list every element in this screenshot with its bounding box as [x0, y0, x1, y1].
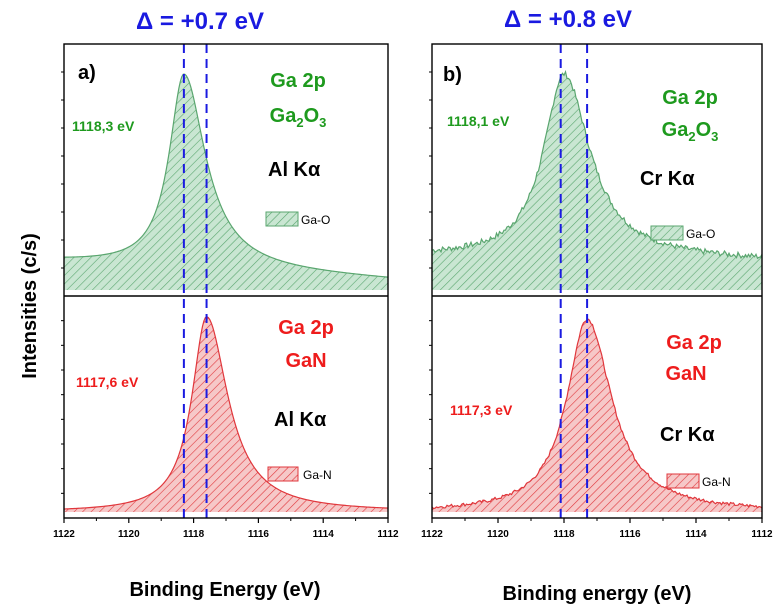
panel-a-top-source: Al Kα: [268, 159, 321, 181]
x-tick-label: 1122: [53, 529, 75, 540]
panel-b-bottom-line1: Ga 2p: [666, 332, 722, 354]
panel-b-ga-n-line: [431, 318, 763, 510]
x-tick-label: 1114: [313, 529, 335, 540]
panel-b-bottom-legend-swatch: [666, 473, 700, 489]
panel-a: Δ = +0.7 eV 1122 1120 1118 1116 1114 1112 a) …: [53, 8, 399, 601]
panel-a-bottom-legend-swatch: [267, 466, 299, 482]
panel-b-ga-o-line: [431, 69, 763, 260]
panel-b-bottom-source: Cr Kα: [660, 424, 715, 446]
panel-b-top-source: Cr Kα: [640, 168, 695, 190]
panel-a-ticks: 1122 1120 1118 1116 1114 1112: [53, 71, 399, 540]
panel-a-top-legend-swatch: [265, 211, 299, 227]
panel-a-ga-n-area: [64, 316, 388, 512]
panel-b-top-line1: Ga 2p: [662, 87, 718, 109]
x-tick-label: 1120: [487, 529, 509, 540]
panel-b-series-layer: [431, 69, 763, 512]
panel-a-top-legend: Ga-O: [301, 213, 330, 227]
x-tick-label: 1114: [685, 529, 707, 540]
panel-a-top-line2: Ga2O3: [270, 105, 327, 130]
panel-a-top-peak-label: 1118,3 eV: [72, 118, 135, 134]
panel-a-dashes: [182, 44, 208, 518]
panel-a-label: a): [78, 62, 96, 84]
panel-b-top-legend-swatch: [650, 225, 684, 241]
panel-a-delta: Δ = +0.7 eV: [136, 8, 264, 35]
x-tick-label: 1112: [377, 529, 399, 540]
x-tick-label: 1122: [421, 529, 443, 540]
panel-b-ticks: 1122 1120 1118 1116 1114 1112: [421, 71, 773, 540]
x-tick-label: 1118: [183, 529, 205, 540]
panel-b: Δ = +0.8 eV 1122 1120 1118 1116 1114 1112 b) …: [421, 6, 773, 605]
panel-a-ga-o-area: [64, 74, 388, 291]
panel-b-top-legend: Ga-O: [686, 227, 715, 241]
panel-b-bottom-line2: GaN: [665, 363, 706, 385]
panel-a-ga-o-line: [63, 73, 389, 278]
panel-a-bottom-legend: Ga-N: [303, 468, 332, 482]
x-tick-label: 1112: [751, 529, 773, 540]
panel-a-top-line1: Ga 2p: [270, 70, 326, 92]
panel-b-x-label: Binding energy (eV): [503, 583, 692, 605]
x-tick-label: 1116: [248, 529, 270, 540]
panel-b-label: b): [443, 64, 462, 86]
panel-a-bottom-peak-label: 1117,6 eV: [76, 374, 139, 390]
x-tick-label: 1120: [118, 529, 140, 540]
panel-b-bottom-legend: Ga-N: [702, 475, 731, 489]
panel-a-bottom-line1: Ga 2p: [278, 317, 334, 339]
panel-b-top-peak-label: 1118,1 eV: [447, 113, 510, 129]
panel-a-series-layer: [63, 73, 389, 512]
panel-b-ga-o-area: [432, 71, 762, 290]
panel-b-bottom-peak-label: 1117,3 eV: [450, 402, 513, 418]
panel-b-top-line2: Ga2O3: [662, 119, 719, 144]
panel-a-bottom-line2: GaN: [285, 350, 326, 372]
panel-a-ga-n-line: [63, 316, 389, 510]
x-tick-label: 1118: [553, 529, 575, 540]
y-axis-label: Intensities (c/s): [19, 233, 41, 379]
x-tick-label: 1116: [619, 529, 641, 540]
panel-b-ga-n-area: [432, 319, 762, 512]
panel-b-delta: Δ = +0.8 eV: [504, 6, 632, 33]
panel-a-x-label: Binding Energy (eV): [129, 579, 320, 601]
panel-b-dashes: [559, 44, 589, 518]
panel-a-bottom-source: Al Kα: [274, 409, 327, 431]
